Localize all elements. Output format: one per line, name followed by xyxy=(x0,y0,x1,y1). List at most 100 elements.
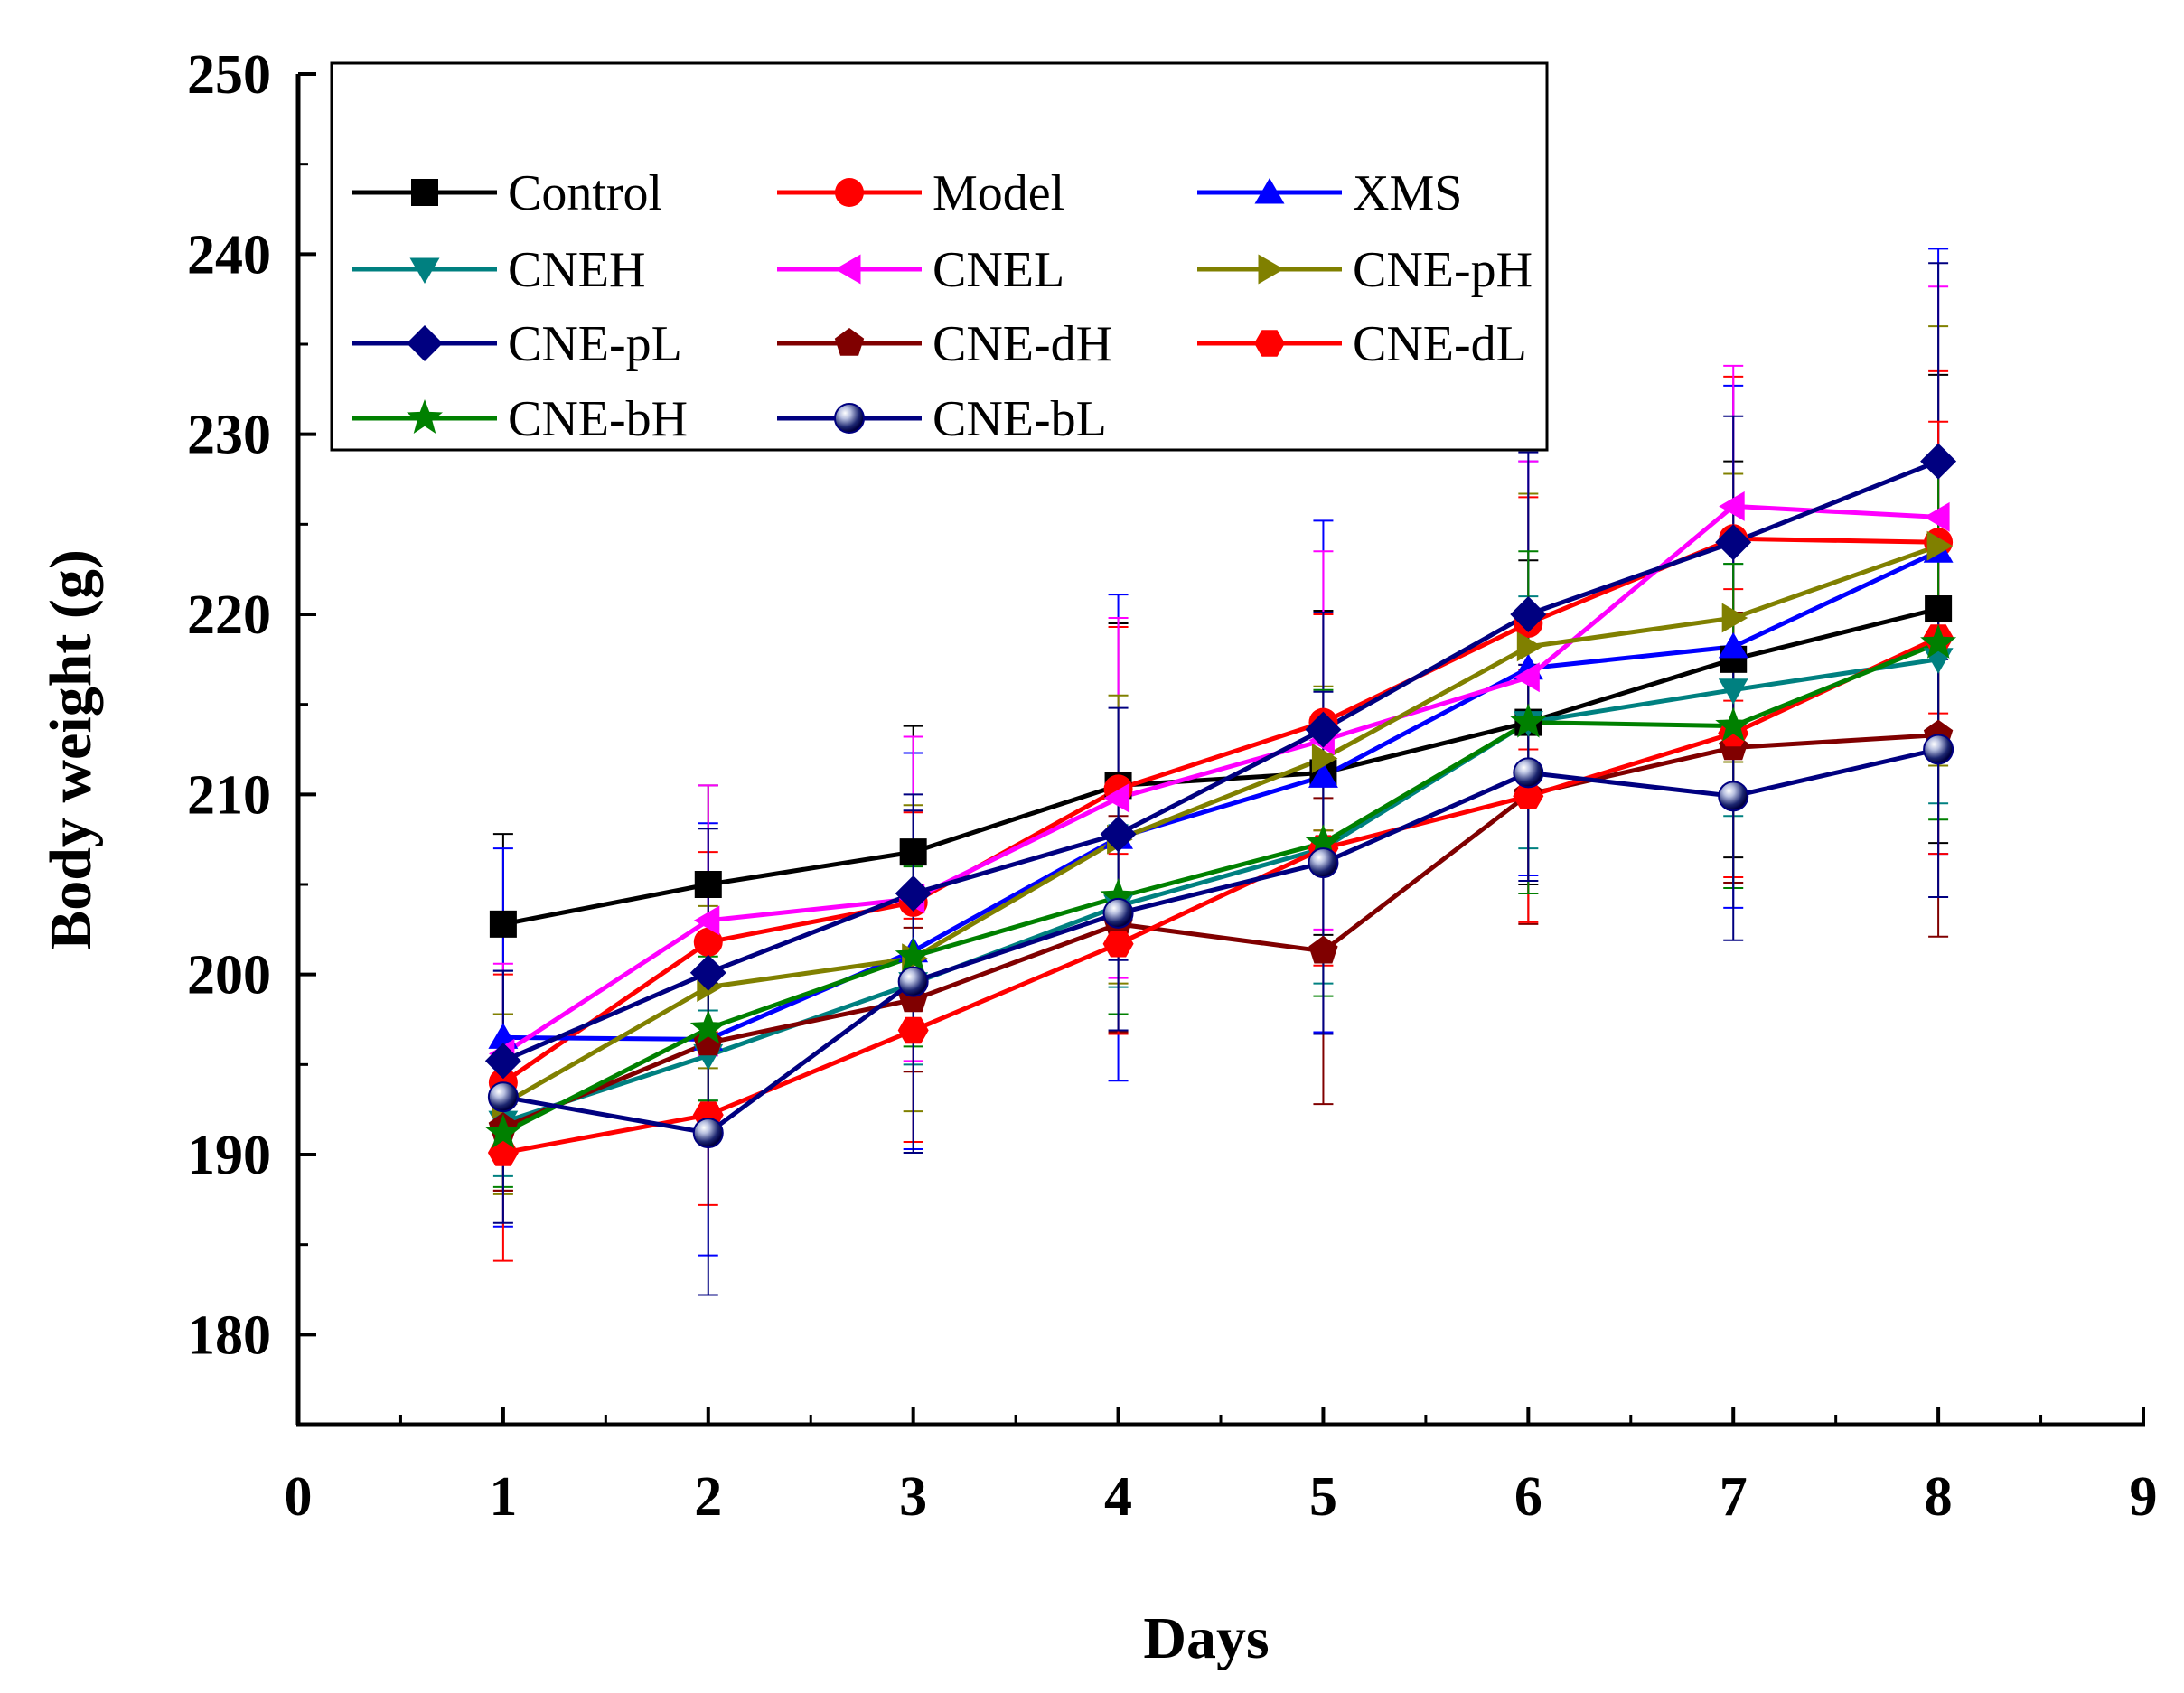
legend-item-XMS: XMS xyxy=(1197,165,1462,221)
data-point xyxy=(1311,744,1338,773)
data-point xyxy=(1715,706,1752,742)
series-line-CNEL xyxy=(501,503,1939,1056)
x-tick-label: 8 xyxy=(1925,1466,1953,1528)
legend-marker xyxy=(407,399,443,434)
legend-box xyxy=(330,61,1549,452)
data-point xyxy=(1719,491,1745,521)
legend-item-CNE-bL: CNE-bL xyxy=(777,391,1107,447)
data-point xyxy=(1510,596,1547,632)
data-point xyxy=(1100,878,1137,912)
series-line-CNE-dL xyxy=(502,635,1940,1155)
x-tick-label: 9 xyxy=(2130,1466,2158,1528)
legend-marker xyxy=(834,403,865,434)
legend-label: CNE-pL xyxy=(508,316,682,372)
legend-label: CNEL xyxy=(933,242,1064,298)
data-point xyxy=(694,871,722,898)
data-point xyxy=(489,910,517,938)
legend-item-CNE-pH: CNE-pH xyxy=(1197,242,1533,298)
legend-label: CNEH xyxy=(508,242,645,298)
data-point xyxy=(897,1016,929,1044)
legend-label: CNE-bL xyxy=(933,391,1107,447)
data-point xyxy=(689,1009,726,1044)
legend-marker xyxy=(835,254,861,285)
series-markers-CNE-pL xyxy=(484,443,1957,1080)
data-point xyxy=(1513,782,1544,809)
data-point xyxy=(1510,703,1547,738)
legend-marker xyxy=(407,325,443,361)
x-tick-label: 1 xyxy=(489,1466,517,1528)
data-point xyxy=(1102,931,1134,958)
series-line-CNE-pL xyxy=(501,459,1940,1063)
data-point xyxy=(899,838,927,866)
series-line-CNE-pH xyxy=(501,543,1939,1107)
legend-item-CNE-bH: CNE-bH xyxy=(352,391,688,447)
legend-marker xyxy=(411,179,438,206)
data-point xyxy=(487,1139,519,1166)
axes-layer: 0 1 2 3 4 5 6 7 8 9 180 190 200 210 220 230 240 250 Days… xyxy=(38,44,2158,1671)
series-line-CNE-bL xyxy=(502,747,1939,1136)
y-tick-label: 220 xyxy=(187,585,271,646)
data-point xyxy=(1721,603,1748,633)
data-point xyxy=(1514,662,1540,693)
legend-item-CNEL: CNEL xyxy=(777,242,1064,298)
data-point xyxy=(1926,530,1954,561)
data-point xyxy=(692,1118,724,1149)
legend-item-CNE-pL: CNE-pL xyxy=(352,316,682,372)
legend-label: Model xyxy=(933,165,1064,221)
legend-label: CNE-dH xyxy=(933,316,1112,372)
x-tick-label: 4 xyxy=(1104,1466,1132,1528)
data-point xyxy=(1924,501,1950,532)
legend-item-Model: Model xyxy=(777,165,1064,221)
data-point xyxy=(693,905,720,936)
y-tick-label: 200 xyxy=(187,945,271,1006)
data-point xyxy=(1100,816,1137,853)
legend-marker xyxy=(1254,178,1285,204)
legend-label: XMS xyxy=(1353,165,1462,221)
data-point xyxy=(1305,824,1342,859)
data-point xyxy=(1718,781,1749,812)
data-point xyxy=(1308,762,1338,788)
series-line-CNEH xyxy=(502,657,1939,1125)
error-bars-CNE-bH xyxy=(492,465,1949,1188)
data-point xyxy=(1920,443,1957,480)
legend-marker xyxy=(1258,254,1284,285)
x-axis-title: Days xyxy=(1143,1605,1269,1671)
data-point xyxy=(1923,734,1954,765)
y-tick-label: 210 xyxy=(187,764,271,826)
legend: Control Model XMS CNEH CNEL CNE-pH CNE-pL CNE-d… xyxy=(330,61,1549,452)
legend-marker xyxy=(1254,330,1285,357)
data-point xyxy=(1718,678,1748,705)
data-point xyxy=(897,966,929,997)
legend-marker xyxy=(409,257,440,284)
x-tick-label: 6 xyxy=(1514,1466,1542,1528)
data-point xyxy=(484,1114,521,1149)
data-point xyxy=(1516,631,1543,662)
legend-label: CNE-pH xyxy=(1353,242,1533,298)
series-markers-CNE-bL xyxy=(487,734,1954,1149)
x-tick-label: 3 xyxy=(899,1466,927,1528)
data-point xyxy=(1925,595,1953,623)
data-point xyxy=(1305,711,1342,748)
data-point xyxy=(487,1081,519,1113)
data-point xyxy=(1920,623,1957,659)
x-tick-label: 5 xyxy=(1309,1466,1337,1528)
series-line-Control xyxy=(502,606,1939,927)
legend-label: Control xyxy=(508,165,662,221)
legend-label: CNE-dL xyxy=(1353,316,1527,372)
data-point xyxy=(1308,847,1339,879)
legend-item-CNE-dH: CNE-dH xyxy=(777,316,1112,372)
series-markers-CNE-bH xyxy=(484,623,1957,1149)
data-point xyxy=(1718,631,1748,659)
legend-item-CNE-dL: CNE-dL xyxy=(1197,316,1527,372)
x-tick-label: 7 xyxy=(1720,1466,1748,1528)
data-point xyxy=(484,1043,521,1080)
legend-label: CNE-bH xyxy=(508,391,688,447)
y-tick-label: 190 xyxy=(187,1125,271,1186)
y-ticks: 180 190 200 210 220 230 240 250 xyxy=(187,44,316,1426)
data-point xyxy=(1715,524,1752,561)
series-line-XMS xyxy=(502,548,1940,1042)
data-point xyxy=(895,875,932,912)
legend-item-Control: Control xyxy=(352,165,662,221)
x-ticks: 0 1 2 3 4 5 6 7 8 9 xyxy=(285,1407,2158,1528)
